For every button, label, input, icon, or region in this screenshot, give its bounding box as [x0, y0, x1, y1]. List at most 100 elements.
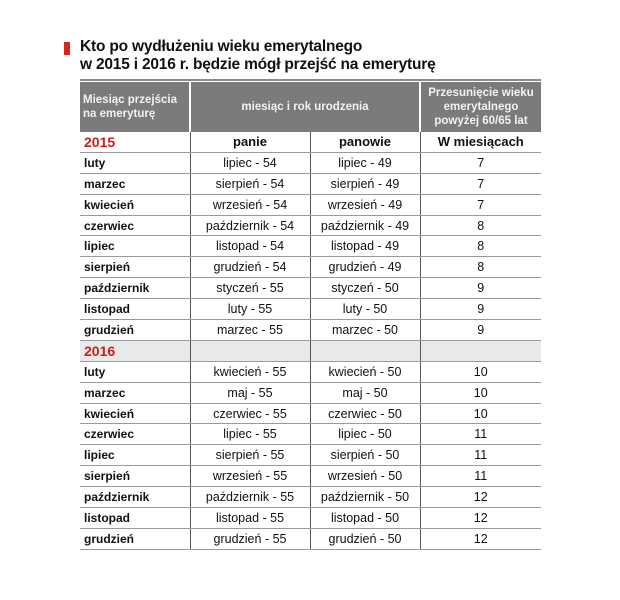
women-birth: grudzień - 55 — [190, 528, 311, 550]
men-birth: marzec - 50 — [310, 319, 421, 341]
table-row: sierpień grudzień - 54 grudzień - 49 8 — [80, 256, 541, 279]
table-row: lipiec listopad - 54 listopad - 49 8 — [80, 235, 541, 258]
women-birth: sierpień - 55 — [190, 444, 311, 467]
shift-months: 12 — [420, 507, 541, 529]
shift-months: 10 — [420, 403, 541, 425]
header-birth-month-year: miesiąc i rok urodzenia — [190, 82, 421, 132]
table-row: lipiec sierpień - 55 sierpień - 50 11 — [80, 444, 541, 467]
shift-months: 11 — [420, 444, 541, 467]
women-birth: październik - 55 — [190, 486, 311, 509]
women-birth: luty - 55 — [190, 298, 311, 321]
title-divider — [80, 79, 541, 81]
shift-months: 9 — [420, 277, 541, 300]
retirement-month: październik — [80, 277, 191, 300]
empty-cell — [420, 340, 541, 362]
retirement-month: listopad — [80, 507, 191, 529]
shift-months: 10 — [420, 361, 541, 383]
women-birth: listopad - 55 — [190, 507, 311, 529]
retirement-month: luty — [80, 361, 191, 383]
shift-months: 11 — [420, 423, 541, 446]
table-row: październik październik - 55 październik -… — [80, 486, 541, 509]
retirement-month: lipiec — [80, 235, 191, 258]
men-birth: październik - 49 — [310, 215, 421, 237]
year-row: 2016 — [80, 340, 541, 362]
shift-months: 7 — [420, 194, 541, 216]
year-label: 2016 — [80, 340, 191, 362]
table-row: październik styczeń - 55 styczeń - 50 9 — [80, 277, 541, 300]
table-row: luty lipiec - 54 lipiec - 49 7 — [80, 152, 541, 174]
retirement-month: grudzień — [80, 319, 191, 341]
women-birth: maj - 55 — [190, 382, 311, 404]
shift-months: 11 — [420, 465, 541, 488]
retirement-month: sierpień — [80, 465, 191, 488]
men-birth: październik - 50 — [310, 486, 421, 509]
men-birth: wrzesień - 50 — [310, 465, 421, 488]
men-birth: lipiec - 49 — [310, 152, 421, 174]
table-row: grudzień grudzień - 55 grudzień - 50 12 — [80, 528, 541, 550]
table-title: Kto po wydłużeniu wieku emerytalnego w 2… — [64, 38, 436, 74]
shift-months: 7 — [420, 152, 541, 174]
men-birth: listopad - 49 — [310, 235, 421, 258]
men-birth: wrzesień - 49 — [310, 194, 421, 216]
subheader-months: W miesiącach — [420, 132, 541, 153]
table-row: luty kwiecień - 55 kwiecień - 50 10 — [80, 361, 541, 383]
empty-cell — [310, 340, 421, 362]
shift-months: 8 — [420, 235, 541, 258]
retirement-month: czerwiec — [80, 423, 191, 446]
shift-months: 10 — [420, 382, 541, 404]
year-row: 2015 panie panowie W miesiącach — [80, 132, 541, 153]
shift-months: 8 — [420, 256, 541, 279]
women-birth: kwiecień - 55 — [190, 361, 311, 383]
retirement-month: kwiecień — [80, 403, 191, 425]
retirement-month: lipiec — [80, 444, 191, 467]
men-birth: grudzień - 50 — [310, 528, 421, 550]
retirement-month: sierpień — [80, 256, 191, 279]
subheader-women: panie — [190, 132, 311, 153]
men-birth: kwiecień - 50 — [310, 361, 421, 383]
header-row: Miesiąc przejścia na emeryturę miesiąc i… — [80, 82, 541, 132]
women-birth: grudzień - 54 — [190, 256, 311, 279]
men-birth: sierpień - 49 — [310, 173, 421, 195]
header-retirement-month: Miesiąc przejścia na emeryturę — [80, 82, 191, 132]
men-birth: luty - 50 — [310, 298, 421, 321]
title-line-1: Kto po wydłużeniu wieku emerytalnego — [80, 38, 363, 55]
table-row: listopad listopad - 55 listopad - 50 12 — [80, 507, 541, 529]
women-birth: listopad - 54 — [190, 235, 311, 258]
retirement-table: Miesiąc przejścia na emeryturę miesiąc i… — [80, 82, 541, 550]
men-birth: lipiec - 50 — [310, 423, 421, 446]
women-birth: lipiec - 55 — [190, 423, 311, 446]
women-birth: styczeń - 55 — [190, 277, 311, 300]
subheader-men: panowie — [310, 132, 421, 153]
table-row: marzec sierpień - 54 sierpień - 49 7 — [80, 173, 541, 195]
retirement-month: kwiecień — [80, 194, 191, 216]
women-birth: czerwiec - 55 — [190, 403, 311, 425]
table-row: kwiecień wrzesień - 54 wrzesień - 49 7 — [80, 194, 541, 216]
table-row: czerwiec październik - 54 październik - 49… — [80, 215, 541, 237]
retirement-month: marzec — [80, 173, 191, 195]
retirement-month: październik — [80, 486, 191, 509]
shift-months: 8 — [420, 215, 541, 237]
shift-months: 12 — [420, 528, 541, 550]
women-birth: październik - 54 — [190, 215, 311, 237]
shift-months: 7 — [420, 173, 541, 195]
women-birth: marzec - 55 — [190, 319, 311, 341]
table-row: marzec maj - 55 maj - 50 10 — [80, 382, 541, 404]
shift-months: 9 — [420, 319, 541, 341]
women-birth: wrzesień - 55 — [190, 465, 311, 488]
women-birth: sierpień - 54 — [190, 173, 311, 195]
table-row: sierpień wrzesień - 55 wrzesień - 50 11 — [80, 465, 541, 488]
table-row: grudzień marzec - 55 marzec - 50 9 — [80, 319, 541, 341]
shift-months: 9 — [420, 298, 541, 321]
title-line-2: w 2015 i 2016 r. będzie mógł przejść na … — [80, 56, 436, 73]
red-marker-icon — [64, 42, 70, 55]
shift-months: 12 — [420, 486, 541, 509]
men-birth: maj - 50 — [310, 382, 421, 404]
men-birth: czerwiec - 50 — [310, 403, 421, 425]
empty-cell — [190, 340, 311, 362]
men-birth: grudzień - 49 — [310, 256, 421, 279]
table-row: czerwiec lipiec - 55 lipiec - 50 11 — [80, 423, 541, 446]
retirement-month: listopad — [80, 298, 191, 321]
men-birth: sierpień - 50 — [310, 444, 421, 467]
table-row: kwiecień czerwiec - 55 czerwiec - 50 10 — [80, 403, 541, 425]
women-birth: wrzesień - 54 — [190, 194, 311, 216]
